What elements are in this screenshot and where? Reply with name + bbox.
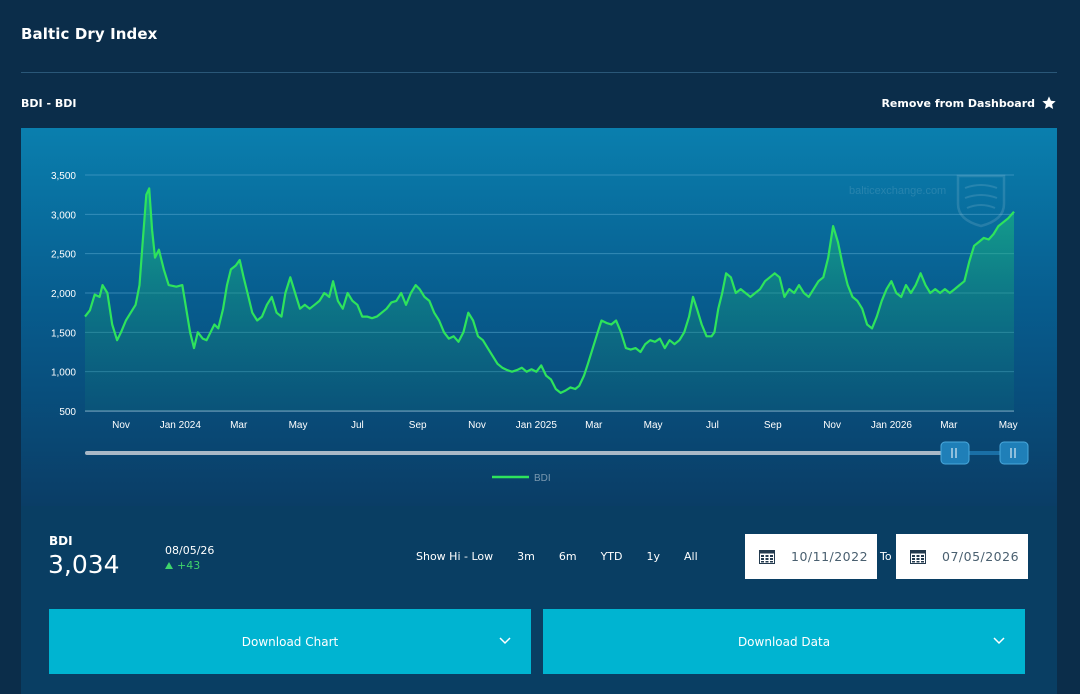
- date-from-value: 10/11/2022: [791, 549, 869, 564]
- x-tick-label: May: [999, 420, 1018, 431]
- y-tick-label: 2,000: [51, 289, 76, 300]
- calendar-icon: [759, 549, 775, 564]
- download-chart-button[interactable]: Download Chart: [49, 609, 531, 674]
- x-tick-label: Jan 2024: [160, 420, 202, 431]
- range-3m-button[interactable]: 3m: [517, 550, 535, 563]
- kpi-change: +43: [165, 559, 200, 572]
- date-to-field[interactable]: 07/05/2026: [896, 534, 1028, 579]
- watermark-text: balticexchange.com: [849, 185, 946, 197]
- x-tick-label: Jul: [706, 420, 719, 431]
- y-tick-label: 2,500: [51, 250, 76, 261]
- series-label: BDI - BDI: [21, 97, 77, 110]
- baltic-logo-icon: [956, 174, 1006, 228]
- show-hi-low-button[interactable]: Show Hi - Low: [416, 550, 494, 563]
- navigator-handle-right[interactable]: [999, 441, 1029, 465]
- y-tick-label: 3,500: [51, 171, 76, 182]
- x-tick-label: Jan 2025: [516, 420, 558, 431]
- x-tick-label: Mar: [585, 420, 603, 431]
- bdi-line: [84, 187, 1015, 394]
- navigator-selected-range[interactable]: [954, 451, 1014, 455]
- x-tick-label: Nov: [112, 420, 130, 431]
- x-axis-labels: Nov Jan 2024 Mar May Jul Sep Nov Jan 2025 Mar May…: [112, 420, 1018, 431]
- x-tick-label: Nov: [823, 420, 841, 431]
- summary-panel: BDI 3,034 08/05/26 +43 Show Hi - Low 3m …: [21, 506, 1057, 694]
- x-tick-label: Jan 2026: [871, 420, 913, 431]
- x-tick-label: May: [644, 420, 663, 431]
- x-tick-label: Mar: [230, 420, 248, 431]
- range-6m-button[interactable]: 6m: [558, 550, 577, 563]
- date-from-field[interactable]: 10/11/2022: [745, 534, 877, 579]
- range-1y-button[interactable]: 1y: [646, 550, 661, 563]
- remove-from-dashboard-link[interactable]: Remove from Dashboard: [881, 95, 1057, 111]
- y-tick-label: 500: [59, 407, 76, 418]
- x-tick-label: May: [289, 420, 308, 431]
- y-tick-label: 1,500: [51, 328, 76, 339]
- kpi-date: 08/05/26: [165, 544, 215, 557]
- kpi-change-value: +43: [177, 559, 201, 572]
- watermark: balticexchange.com: [849, 174, 1006, 228]
- y-tick-label: 3,000: [51, 210, 76, 221]
- x-tick-label: Jul: [351, 420, 364, 431]
- range-buttons: Show Hi - Low 3m 6m YTD 1y All: [416, 550, 722, 563]
- chevron-down-icon: [993, 637, 1005, 645]
- y-axis-labels: 500 1,000 1,500 2,000 2,500 3,000 3,500: [51, 171, 76, 418]
- page-title: Baltic Dry Index: [21, 25, 158, 43]
- y-tick-label: 1,000: [51, 368, 76, 379]
- navigator-handle-left[interactable]: [940, 441, 970, 465]
- chart-panel: balticexchange.com 500 1,000 1,500 2,000 2,5…: [21, 128, 1057, 506]
- up-triangle-icon: [165, 562, 173, 569]
- star-icon: [1042, 96, 1056, 109]
- kpi-value: 3,034: [48, 550, 120, 579]
- chart-legend[interactable]: BDI: [492, 473, 551, 484]
- x-tick-label: Mar: [940, 420, 958, 431]
- download-chart-label: Download Chart: [241, 634, 339, 649]
- bdi-area: [85, 188, 1014, 411]
- remove-from-dashboard-label: Remove from Dashboard: [881, 96, 1035, 110]
- kpi-name: BDI: [49, 534, 73, 548]
- chevron-down-icon: [499, 637, 511, 645]
- x-tick-label: Sep: [764, 420, 782, 431]
- range-ytd-button[interactable]: YTD: [600, 550, 623, 563]
- x-tick-label: Sep: [409, 420, 427, 431]
- header-divider: [21, 72, 1057, 73]
- download-data-button[interactable]: Download Data: [543, 609, 1025, 674]
- date-to-label: To: [880, 550, 892, 563]
- download-data-label: Download Data: [737, 634, 831, 649]
- x-tick-label: Nov: [468, 420, 486, 431]
- legend-entry-bdi[interactable]: BDI: [534, 473, 551, 484]
- date-to-value: 07/05/2026: [942, 549, 1020, 564]
- navigator-track[interactable]: [85, 451, 1027, 455]
- range-navigator[interactable]: [85, 441, 1029, 465]
- bdi-chart: balticexchange.com 500 1,000 1,500 2,000 2,5…: [51, 171, 1029, 484]
- range-all-button[interactable]: All: [684, 550, 698, 563]
- calendar-icon: [910, 549, 926, 564]
